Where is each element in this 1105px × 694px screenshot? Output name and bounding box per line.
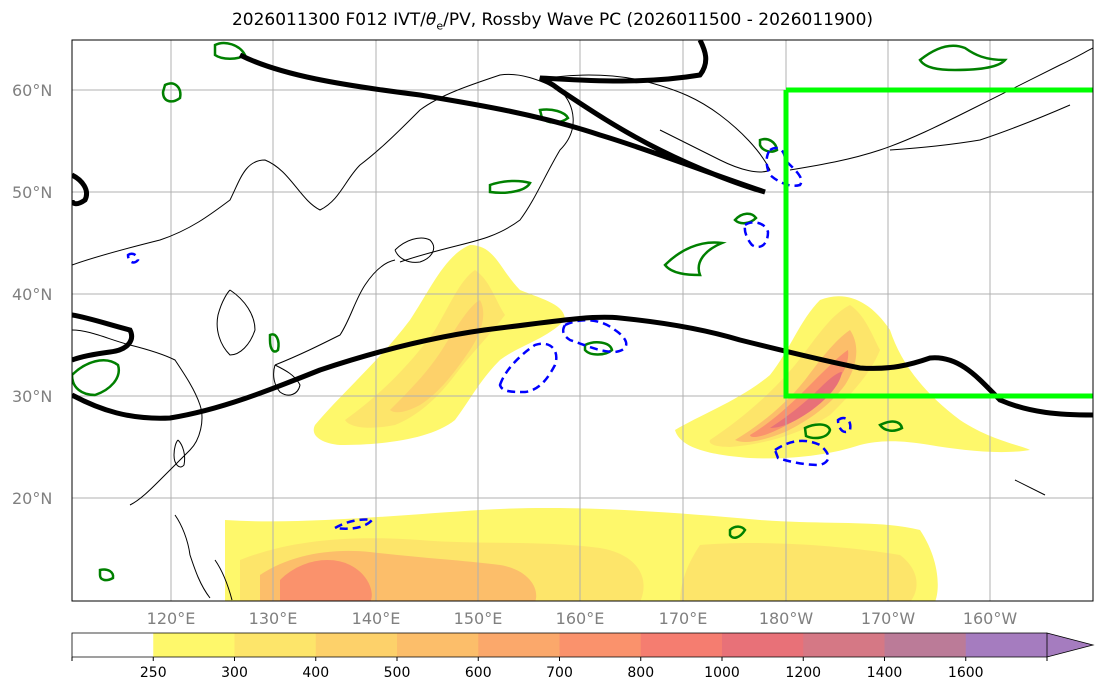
colorbar: 250 300 400 500 600 700 800 1000 1200 1400 1600 [71, 632, 1095, 681]
lon-label-130e: 130°E [249, 609, 298, 628]
pv-green-12 [728, 525, 747, 539]
coast-korea [216, 289, 256, 356]
lat-label-60: 60°N [12, 81, 52, 100]
latitude-labels: 60°N 50°N 40°N 30°N 20°N [12, 81, 52, 508]
ivt-plume-west-core [390, 300, 484, 413]
colorbar-tick-label: 250 [140, 665, 167, 681]
pv-green-9 [803, 423, 832, 440]
ivt-plume-east-core [770, 372, 842, 428]
pv-green-7 [72, 359, 121, 397]
lon-label-180w: 180°W [759, 609, 814, 628]
coast-asia-mainland [72, 73, 574, 266]
ivt-band-south-core [280, 560, 372, 601]
lon-label-120e: 120°E [147, 609, 196, 628]
coast-japan-honshu [274, 259, 396, 366]
pv-green-6 [733, 212, 758, 225]
ivt-plume-east-c [735, 330, 857, 443]
colorbar-tick-label: 1000 [704, 665, 740, 681]
colorbar-bin [397, 633, 479, 657]
colorbar-bin [559, 633, 642, 657]
coast-taiwan [173, 439, 186, 468]
lat-label-40: 40°N [12, 285, 52, 304]
pv-green-8 [583, 341, 614, 356]
lat-label-20: 20°N [12, 489, 52, 508]
colorbar-bin [884, 633, 967, 657]
ivt-band-south-east [680, 543, 917, 601]
pv-blue-4 [765, 146, 803, 187]
lon-label-170w: 170°W [861, 609, 916, 628]
pv-green-contours [72, 41, 1008, 582]
colorbar-bin [965, 633, 1048, 657]
colorbar-tick-label: 1600 [948, 665, 984, 681]
pv-green-2 [161, 82, 182, 103]
pv-blue-3 [743, 221, 770, 249]
lat-label-30: 30°N [12, 387, 52, 406]
colorbar-bin [640, 633, 723, 657]
black-contour-north [238, 40, 766, 195]
ivt-plume-west-inner [345, 270, 505, 428]
colorbar-tick-label: 1400 [867, 665, 903, 681]
colorbar-bin [234, 633, 317, 657]
pv-blue-7 [126, 252, 140, 264]
colorbar-tick-label: 1200 [785, 665, 821, 681]
map-plot-area [72, 40, 1093, 601]
ivt-shading [225, 245, 1030, 601]
coast-philippines [174, 514, 233, 601]
rossby-wave-box [783, 87, 1093, 399]
longitude-labels: 120°E 130°E 140°E 150°E 160°E 170°E 180°… [147, 609, 1018, 628]
map-title: 2026011300 F012 IVT/θe/PV, Rossby Wave P… [231, 10, 874, 33]
coast-sea-of-okhotsk [539, 74, 771, 173]
lon-label-160e: 160°E [556, 609, 605, 628]
pv-blue-dashed-contours [126, 146, 852, 530]
coast-hawaii [1014, 479, 1046, 496]
pv-blue-2 [561, 319, 628, 354]
colorbar-bin [315, 633, 398, 657]
black-contour-west-mid [72, 312, 135, 363]
lon-label-150e: 150°E [454, 609, 503, 628]
colorbar-bin [803, 633, 885, 657]
ivt-plume-east-b [709, 305, 880, 447]
pv-blue-1 [498, 342, 558, 394]
lon-label-140e: 140°E [352, 609, 401, 628]
pv-green-13 [98, 568, 115, 582]
pv-blue-8 [836, 416, 852, 434]
coast-alaska [789, 47, 1093, 171]
colorbar-tick-label: 400 [302, 665, 329, 681]
lat-label-50: 50°N [12, 183, 52, 202]
colorbar-tick-label: 500 [384, 665, 411, 681]
theta-e-contours [72, 40, 1093, 421]
coast-japan-hokkaido [394, 237, 435, 263]
black-contour-west-upper [72, 172, 89, 207]
lon-label-160w: 160°W [963, 609, 1018, 628]
colorbar-tick-label: 800 [627, 665, 654, 681]
colorbar-tick-label: 600 [465, 665, 492, 681]
colorbar-tick-label: 700 [546, 665, 573, 681]
colorbar-bin [72, 633, 154, 657]
pv-green-5 [663, 241, 727, 277]
coast-kyushu [273, 364, 301, 396]
pv-green-11 [878, 420, 904, 432]
coast-aleutians [889, 104, 1071, 151]
theta-symbol: θ [425, 10, 437, 30]
colorbar-extend-arrow [1046, 632, 1095, 658]
colorbar-tick-label: 300 [221, 665, 248, 681]
pv-green-15 [758, 137, 779, 153]
colorbar-bin [153, 633, 235, 657]
black-contour-jet [72, 314, 1093, 421]
pv-green-10 [918, 44, 1008, 72]
ivt-plume-east-d [750, 350, 849, 438]
map-frame [71, 39, 1094, 602]
lon-label-170e: 170°E [659, 609, 708, 628]
colorbar-bin [722, 633, 804, 657]
pv-green-3 [488, 179, 532, 194]
pv-green-14 [268, 333, 280, 353]
colorbar-bin [478, 633, 560, 657]
